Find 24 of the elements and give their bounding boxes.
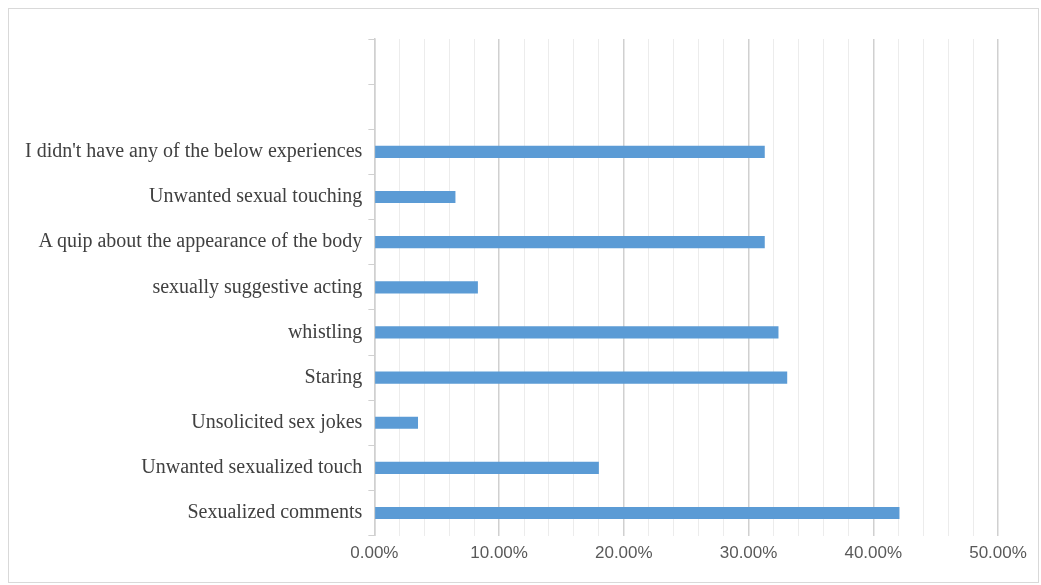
bar	[375, 416, 419, 429]
x-tick-label: 20.00%	[594, 543, 653, 563]
y-tick-label: Unwanted sexualized touch	[141, 455, 363, 478]
x-tick-label: 30.00%	[719, 543, 778, 563]
bar	[375, 145, 765, 158]
bar	[375, 190, 456, 204]
bar	[375, 326, 779, 339]
x-tick-label: 40.00%	[844, 543, 903, 563]
y-tick-label: Sexualized comments	[187, 500, 363, 523]
y-tick-label: whistling	[287, 319, 363, 343]
x-tick-label: 50.00%	[969, 543, 1027, 563]
y-tick-label: A quip about the appearance of the body	[38, 229, 363, 253]
bar	[375, 371, 788, 384]
bar	[375, 461, 599, 474]
y-tick-label: Staring	[304, 364, 363, 388]
x-tick-label: 0.00%	[350, 543, 399, 563]
y-tick-label: sexually suggestive acting	[152, 274, 363, 298]
x-tick-label: 10.00%	[470, 543, 528, 563]
bar	[375, 236, 765, 249]
bar	[375, 506, 900, 520]
y-tick-label: Unsolicited sex jokes	[191, 409, 363, 433]
bar	[375, 281, 478, 294]
y-tick-label: Unwanted sexual touching	[149, 184, 363, 208]
y-tick-label: I didn't have any of the below experiences	[24, 139, 363, 163]
